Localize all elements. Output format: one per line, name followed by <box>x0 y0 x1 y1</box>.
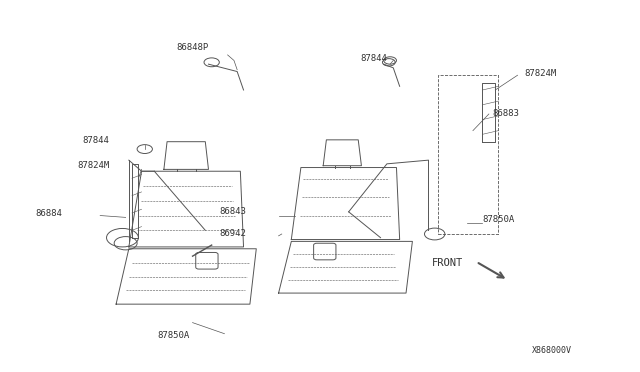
Text: 87824M: 87824M <box>77 161 109 170</box>
Text: 86883: 86883 <box>492 109 519 118</box>
Text: 86942: 86942 <box>220 230 246 238</box>
Text: 87824M: 87824M <box>524 69 556 78</box>
Text: 87850A: 87850A <box>157 331 189 340</box>
Text: 87844: 87844 <box>83 137 109 145</box>
Text: FRONT: FRONT <box>432 258 463 268</box>
Text: 86843: 86843 <box>220 207 246 217</box>
Text: 86848P: 86848P <box>176 43 209 52</box>
Text: 87844: 87844 <box>360 54 387 63</box>
Text: 87850A: 87850A <box>483 215 515 224</box>
Text: X868000V: X868000V <box>532 346 572 355</box>
Text: 86884: 86884 <box>35 209 62 218</box>
